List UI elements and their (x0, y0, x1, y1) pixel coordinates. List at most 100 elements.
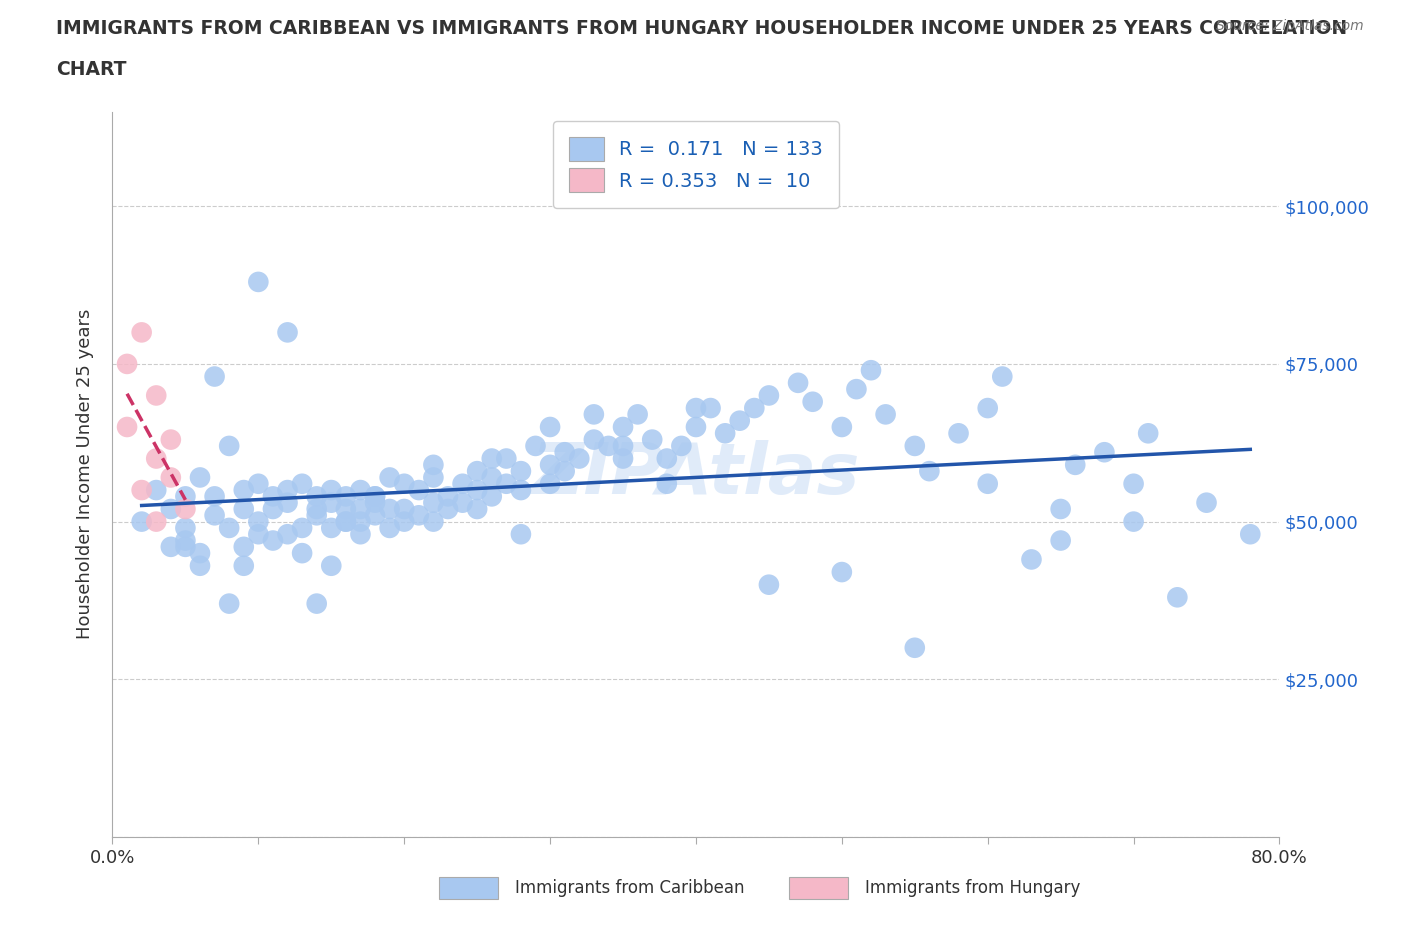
Point (451, 476, 474, 491)
Point (641, 432, 664, 447)
Point (335, 514, 357, 529)
Point (582, 432, 605, 447)
Point (364, 496, 387, 511)
Point (349, 514, 371, 529)
Point (174, 501, 197, 516)
Point (232, 558, 254, 573)
Point (655, 476, 678, 491)
Point (598, 438, 620, 453)
Point (291, 476, 314, 491)
Point (204, 508, 226, 523)
Point (554, 464, 576, 479)
Point (232, 539, 254, 554)
Point (204, 489, 226, 504)
Point (1049, 501, 1071, 516)
Point (451, 496, 474, 511)
Point (305, 508, 328, 523)
Point (145, 483, 167, 498)
Point (422, 470, 444, 485)
Point (422, 496, 444, 511)
Point (174, 489, 197, 504)
Point (509, 526, 531, 541)
Point (188, 546, 211, 561)
Point (728, 413, 751, 428)
Point (742, 401, 765, 416)
Point (394, 476, 416, 491)
Point (408, 508, 430, 523)
Point (948, 426, 970, 441)
Point (538, 419, 561, 434)
Point (671, 438, 693, 453)
Point (685, 401, 707, 416)
Point (437, 489, 460, 504)
Point (276, 496, 298, 511)
Point (305, 489, 328, 504)
Point (349, 483, 371, 498)
Point (991, 369, 1014, 384)
Point (262, 533, 284, 548)
Point (364, 489, 387, 504)
Point (582, 407, 605, 422)
Point (860, 363, 883, 378)
Point (481, 489, 503, 504)
FancyBboxPatch shape (789, 877, 848, 898)
Point (538, 458, 561, 472)
Point (174, 539, 197, 554)
Point (465, 483, 488, 498)
Point (481, 470, 503, 485)
Point (394, 514, 416, 529)
Point (218, 596, 240, 611)
Point (335, 514, 357, 529)
Text: CHART: CHART (56, 60, 127, 79)
Point (801, 394, 824, 409)
Point (524, 438, 547, 453)
Point (758, 578, 780, 592)
Point (509, 483, 531, 498)
Point (291, 521, 314, 536)
Point (232, 483, 254, 498)
Point (247, 514, 270, 529)
Legend: R =  0.171   N = 133, R = 0.353   N =  10: R = 0.171 N = 133, R = 0.353 N = 10 (554, 121, 838, 207)
Point (276, 483, 298, 498)
Point (160, 432, 183, 447)
Point (291, 546, 314, 561)
Text: Source: ZipAtlas.com: Source: ZipAtlas.com (1216, 19, 1364, 33)
Point (422, 514, 444, 529)
Point (321, 521, 343, 536)
Point (408, 483, 430, 498)
Point (145, 514, 167, 529)
Point (1166, 590, 1188, 604)
Point (378, 521, 401, 536)
Point (437, 501, 460, 516)
Point (1195, 496, 1218, 511)
Point (1064, 458, 1087, 472)
Text: Immigrants from Caribbean: Immigrants from Caribbean (515, 879, 745, 897)
Point (145, 388, 167, 403)
Point (218, 521, 240, 536)
Point (160, 470, 183, 485)
Point (321, 496, 343, 511)
Point (612, 419, 634, 434)
Point (378, 470, 401, 485)
Point (394, 501, 416, 516)
Point (699, 401, 721, 416)
Point (160, 539, 183, 554)
Point (1137, 426, 1160, 441)
Text: Immigrants from Hungary: Immigrants from Hungary (865, 879, 1081, 897)
Point (495, 476, 517, 491)
Point (627, 407, 650, 422)
Point (422, 458, 444, 472)
Point (188, 558, 211, 573)
Point (364, 489, 387, 504)
Point (262, 501, 284, 516)
Point (218, 438, 240, 453)
Point (554, 445, 576, 459)
Point (335, 489, 357, 504)
Point (349, 501, 371, 516)
Point (174, 521, 197, 536)
Point (904, 641, 927, 656)
Point (918, 464, 941, 479)
Point (1021, 552, 1043, 567)
Point (1122, 514, 1144, 529)
Text: ZIPAtlas: ZIPAtlas (531, 440, 860, 509)
